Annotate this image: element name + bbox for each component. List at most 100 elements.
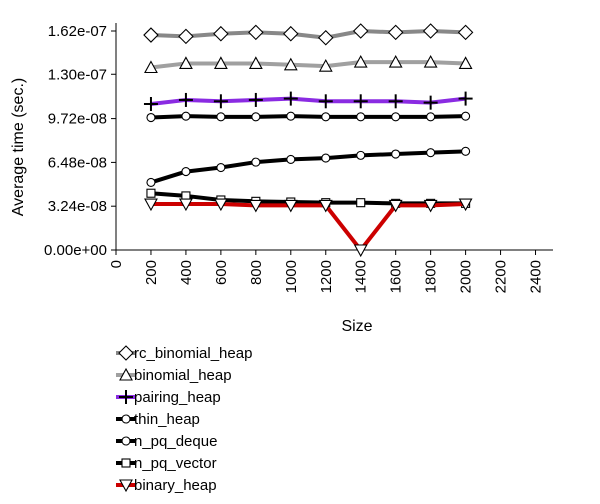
data-point [321, 112, 331, 122]
data-point [423, 199, 438, 213]
legend-label: n_pq_vector [134, 455, 217, 472]
legend-item: binary_heap [116, 477, 217, 494]
series-line [150, 202, 466, 252]
x-tick-label: 400 [178, 260, 195, 285]
data-point [213, 25, 229, 42]
data-point [388, 54, 403, 68]
data-point [423, 95, 438, 110]
data-point [144, 60, 158, 74]
data-point [458, 91, 473, 106]
y-tick-label: 0.00e+00 [44, 242, 107, 259]
data-point [283, 57, 298, 71]
data-point [283, 199, 298, 213]
data-point [426, 112, 436, 122]
data-point [251, 112, 261, 122]
data-point [461, 146, 471, 156]
data-point [248, 56, 263, 69]
data-point [248, 199, 263, 213]
legend-label: binomial_heap [134, 367, 232, 384]
data-point [356, 150, 366, 160]
data-point [283, 25, 299, 42]
data-point [391, 149, 401, 159]
x-tick-label: 2400 [528, 260, 545, 293]
data-point [144, 198, 158, 212]
legend-marker [119, 479, 133, 493]
x-tick-label: 1200 [318, 260, 335, 293]
series-rc_binomial_heap [143, 23, 474, 46]
data-point [178, 198, 193, 212]
series-binomial_heap [144, 54, 473, 74]
legend-marker [119, 367, 133, 381]
series-n_pq_deque [146, 146, 471, 187]
series-line [150, 149, 466, 185]
y-tick-label: 6.48e-08 [48, 154, 107, 171]
data-point [457, 24, 474, 41]
y-tick-label: 3.24e-08 [48, 198, 107, 215]
x-tick-label: 800 [248, 260, 265, 285]
legend-marker [121, 414, 131, 424]
data-point [423, 54, 438, 68]
legend-item: thin_heap [116, 411, 200, 428]
legend-label: binary_heap [134, 477, 217, 494]
series-binary_heap [144, 198, 473, 258]
series-line [150, 29, 466, 40]
series-thin_heap [146, 111, 471, 123]
legend-marker [118, 345, 134, 361]
series-line [150, 191, 466, 206]
data-point [353, 54, 368, 68]
data-point [286, 111, 296, 121]
data-point [248, 24, 264, 41]
legend-label: pairing_heap [134, 389, 221, 406]
legend-marker [121, 458, 131, 468]
x-tick-label: 0 [108, 260, 125, 268]
data-point [461, 111, 471, 121]
data-point [391, 112, 401, 122]
y-tick-label: 9.72e-08 [48, 111, 107, 128]
legend: rc_binomial_heap binomial_heap pairing_hea… [116, 345, 252, 494]
x-tick-label: 2200 [493, 260, 510, 293]
data-point [181, 167, 191, 177]
data-point [216, 162, 226, 173]
x-tick-label: 200 [143, 260, 160, 285]
x-tick-label: 1000 [283, 260, 300, 293]
data-point [388, 94, 403, 109]
data-point [213, 94, 228, 109]
data-point [458, 198, 473, 212]
legend-item: binomial_heap [116, 367, 232, 384]
data-point [213, 198, 228, 212]
y-tick-label: 1.62e-07 [48, 23, 107, 40]
x-tick-label: 2000 [458, 260, 475, 293]
data-point [458, 56, 473, 69]
x-tick-label: 600 [213, 260, 230, 285]
legend-item: pairing_heap [116, 389, 221, 406]
legend-item: rc_binomial_heap [116, 345, 252, 362]
x-axis-title: Size [341, 318, 372, 335]
series-layer [143, 23, 474, 258]
y-tick-label: 1.30e-07 [48, 66, 107, 83]
data-point [353, 94, 368, 109]
data-point [356, 112, 366, 122]
data-point [178, 28, 194, 45]
data-point [388, 199, 403, 213]
legend-label: n_pq_deque [134, 433, 217, 450]
data-point [321, 153, 331, 163]
data-point [251, 157, 261, 167]
data-point [146, 177, 156, 187]
data-point [318, 94, 333, 109]
data-point [216, 112, 226, 122]
x-tick-label: 1400 [353, 260, 370, 293]
data-point [353, 244, 368, 258]
legend-label: thin_heap [134, 411, 200, 428]
x-tick-label: 1800 [423, 260, 440, 293]
data-point [426, 148, 436, 158]
data-point [283, 91, 298, 106]
series-line [150, 114, 466, 120]
legend-label: rc_binomial_heap [134, 345, 252, 362]
data-point [143, 27, 159, 43]
data-point [387, 24, 404, 41]
legend-item: n_pq_vector [116, 455, 217, 472]
legend-marker [119, 390, 133, 404]
series-pairing_heap [143, 91, 473, 111]
